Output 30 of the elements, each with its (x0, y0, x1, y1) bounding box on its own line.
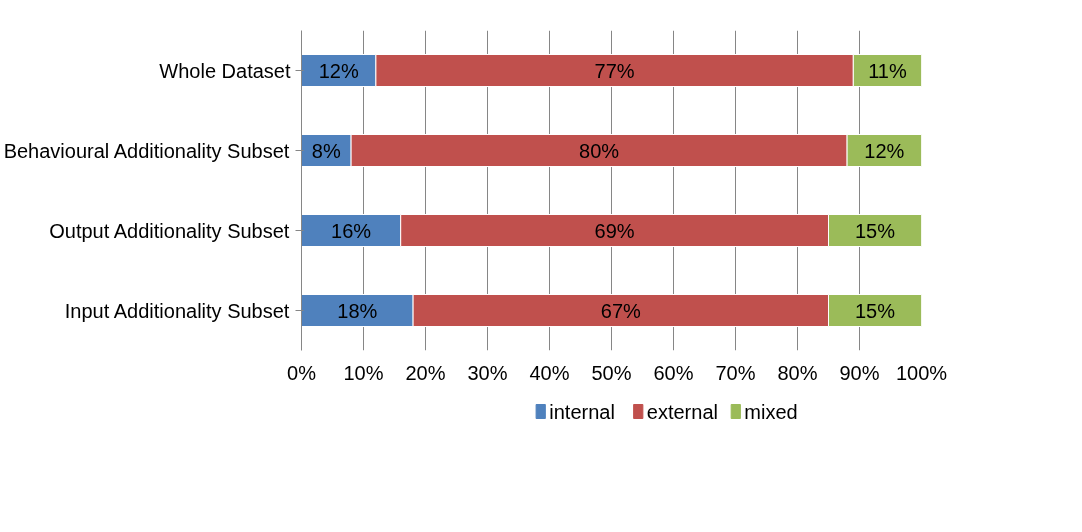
x-tick-label: 100% (895, 361, 948, 384)
x-tick-label: 0% (287, 361, 317, 384)
text: 69% (594, 219, 635, 242)
text: 15% (854, 299, 896, 322)
y-tick-label: Input Additionality Subset (64, 299, 290, 322)
y-tick-label: Output Additionality Subset (49, 219, 290, 242)
x-tick-label: 30% (467, 361, 508, 384)
legend-label: internal (549, 400, 615, 423)
legend-label: external (646, 400, 718, 423)
x-tick-label: 20% (405, 361, 446, 384)
x-tick-label: 70% (715, 361, 756, 384)
x-tick-label: 10% (343, 361, 384, 384)
text: 67% (600, 299, 641, 322)
x-tick-label: 60% (653, 361, 694, 384)
legend-label: mixed (744, 400, 798, 423)
y-tick-label: Whole Dataset (159, 59, 291, 82)
x-tick-label: 80% (777, 361, 818, 384)
text: 12% (318, 59, 359, 82)
text: 12% (864, 139, 905, 162)
x-tick-label: 50% (591, 361, 632, 384)
text: 18% (337, 299, 378, 322)
x-tick-label: 40% (529, 361, 570, 384)
text: 11% (868, 59, 907, 82)
text: 15% (854, 219, 896, 242)
text: 77% (594, 59, 635, 82)
text: 8% (311, 139, 341, 162)
text: 80% (579, 139, 620, 162)
x-tick-label: 90% (839, 361, 880, 384)
text: 16% (331, 219, 372, 242)
y-tick-label: Behavioural Additionality Subset (3, 139, 290, 162)
